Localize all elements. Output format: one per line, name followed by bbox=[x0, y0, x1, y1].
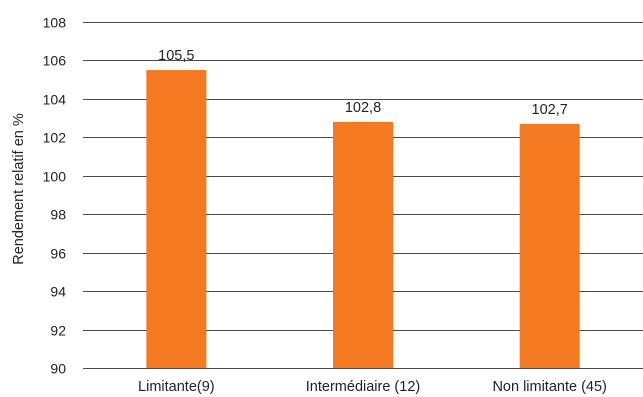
y-tick-label: 96 bbox=[50, 246, 66, 262]
data-label: 105,5 bbox=[158, 48, 194, 64]
y-tick-label: 106 bbox=[43, 53, 67, 69]
bar-1 bbox=[146, 70, 207, 369]
bar-3 bbox=[519, 123, 580, 368]
y-tick-label: 90 bbox=[50, 361, 66, 377]
y-tick-label: 92 bbox=[50, 323, 66, 339]
x-axis-categories: Limitante(9) Intermédiaire (12) Non limita… bbox=[138, 379, 607, 395]
y-axis-ticks: 90 92 94 96 98 100 102 104 106 108 bbox=[43, 15, 67, 377]
y-tick-label: 104 bbox=[43, 92, 67, 108]
y-tick-label: 108 bbox=[43, 15, 67, 31]
data-label: 102,7 bbox=[532, 102, 568, 118]
data-labels: 105,5 102,8 102,7 bbox=[158, 48, 568, 118]
y-tick-label: 98 bbox=[50, 207, 66, 223]
bars bbox=[146, 70, 580, 369]
x-category-label: Limitante(9) bbox=[138, 379, 215, 395]
x-category-label: Non limitante (45) bbox=[492, 379, 606, 395]
bar-2 bbox=[333, 121, 393, 368]
y-tick-label: 100 bbox=[43, 169, 67, 185]
y-tick-label: 94 bbox=[50, 284, 66, 300]
data-label: 102,8 bbox=[345, 100, 381, 116]
x-category-label: Intermédiaire (12) bbox=[306, 379, 420, 395]
y-tick-label: 102 bbox=[43, 130, 67, 146]
y-axis-title: Rendement relatif en % bbox=[11, 113, 27, 265]
